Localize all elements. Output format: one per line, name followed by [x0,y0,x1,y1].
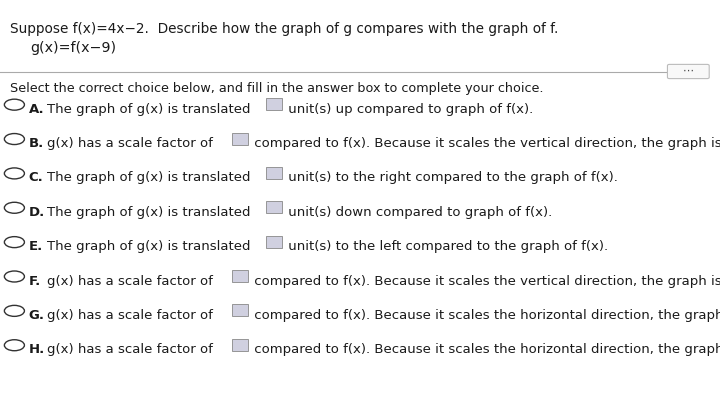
Text: unit(s) to the left compared to the graph of f(x).: unit(s) to the left compared to the grap… [284,240,608,253]
Text: G.: G. [29,309,45,322]
Text: Select the correct choice below, and fill in the answer box to complete your cho: Select the correct choice below, and fil… [10,82,544,95]
Text: g(x)=f(x−9): g(x)=f(x−9) [30,41,116,55]
FancyBboxPatch shape [266,236,282,248]
FancyBboxPatch shape [266,167,282,179]
Text: compared to f(x). Because it scales the vertical direction, the graph is stretch: compared to f(x). Because it scales the … [250,275,720,288]
Text: A.: A. [29,103,45,116]
Text: H.: H. [29,343,45,356]
FancyBboxPatch shape [232,339,248,351]
FancyBboxPatch shape [232,133,248,145]
Text: C.: C. [29,171,43,184]
Text: ⋯: ⋯ [683,66,694,76]
FancyBboxPatch shape [667,64,709,79]
Text: The graph of g(x) is translated: The graph of g(x) is translated [47,171,255,184]
Text: E.: E. [29,240,43,253]
Text: unit(s) to the right compared to the graph of f(x).: unit(s) to the right compared to the gra… [284,171,618,184]
Text: compared to f(x). Because it scales the vertical direction, the graph is compres: compared to f(x). Because it scales the … [250,137,720,150]
FancyBboxPatch shape [266,201,282,213]
Text: g(x) has a scale factor of: g(x) has a scale factor of [47,137,217,150]
Text: unit(s) up compared to graph of f(x).: unit(s) up compared to graph of f(x). [284,103,534,116]
Text: g(x) has a scale factor of: g(x) has a scale factor of [47,309,217,322]
Text: Suppose f(x)=4x−2.  Describe how the graph of g compares with the graph of f.: Suppose f(x)=4x−2. Describe how the grap… [10,22,559,36]
FancyBboxPatch shape [266,98,282,110]
FancyBboxPatch shape [232,270,248,282]
Text: compared to f(x). Because it scales the horizontal direction, the graph is compr: compared to f(x). Because it scales the … [250,343,720,356]
Text: The graph of g(x) is translated: The graph of g(x) is translated [47,103,255,116]
Text: The graph of g(x) is translated: The graph of g(x) is translated [47,240,255,253]
Text: F.: F. [29,275,41,288]
Text: unit(s) down compared to graph of f(x).: unit(s) down compared to graph of f(x). [284,206,553,219]
Text: The graph of g(x) is translated: The graph of g(x) is translated [47,206,255,219]
Text: g(x) has a scale factor of: g(x) has a scale factor of [47,275,217,288]
FancyBboxPatch shape [232,305,248,316]
Text: compared to f(x). Because it scales the horizontal direction, the graph is stret: compared to f(x). Because it scales the … [250,309,720,322]
Text: g(x) has a scale factor of: g(x) has a scale factor of [47,343,217,356]
Text: D.: D. [29,206,45,219]
Text: B.: B. [29,137,44,150]
